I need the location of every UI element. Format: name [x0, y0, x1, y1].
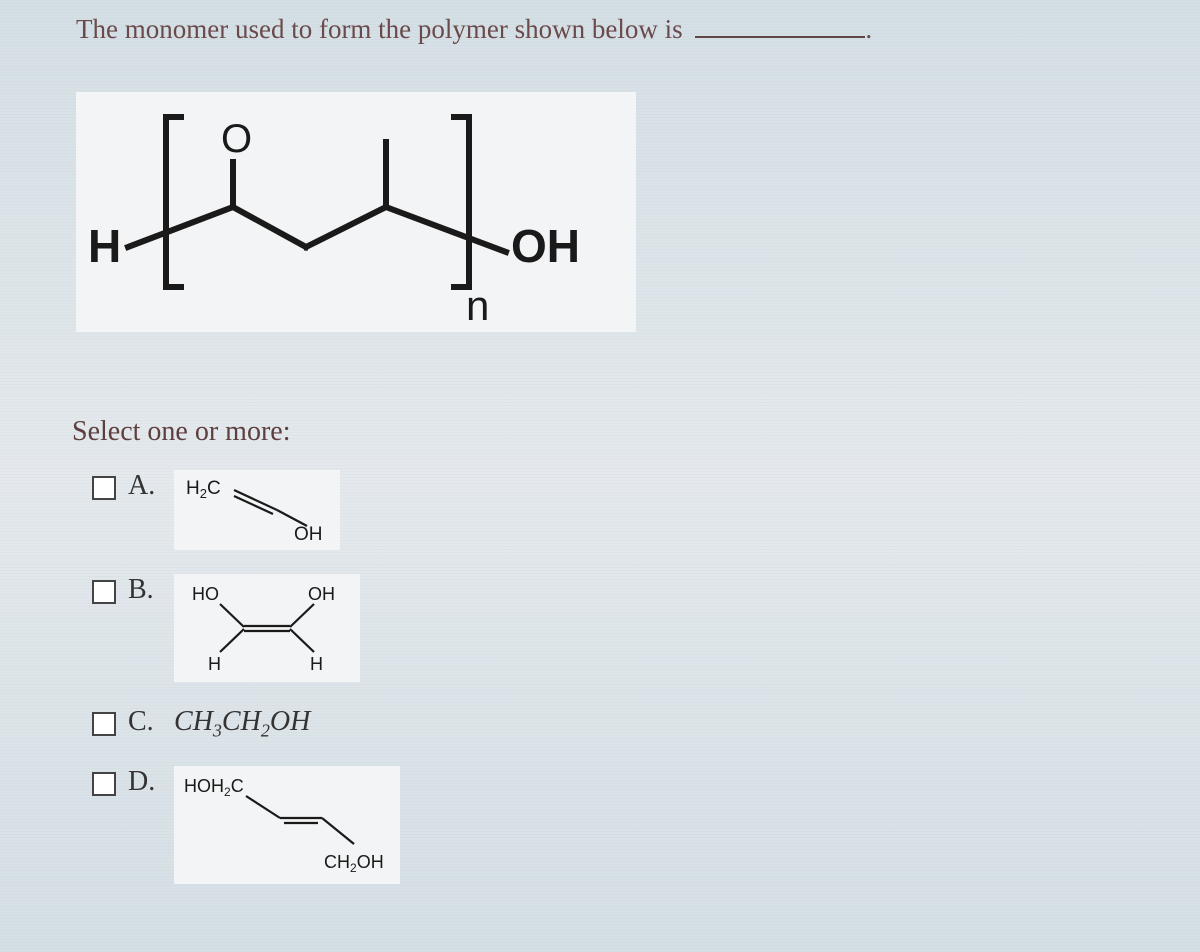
svg-text:H: H	[310, 654, 323, 674]
option-D[interactable]: D. HOH2C CH2OH	[92, 766, 400, 884]
svg-text:CH2OH: CH2OH	[324, 852, 384, 875]
option-C-label: C.	[128, 706, 162, 738]
option-A-structure: H2C OH	[174, 470, 340, 550]
checkbox-B[interactable]	[92, 580, 116, 604]
option-B-label: B.	[128, 574, 162, 606]
polymer-left-H: H	[88, 220, 121, 272]
svg-text:H: H	[208, 654, 221, 674]
polymer-subscript-n: n	[466, 282, 489, 329]
option-D-label: D.	[128, 766, 162, 798]
question-stem: The monomer used to form the polymer sho…	[76, 14, 683, 44]
option-A[interactable]: A. H2C OH	[92, 470, 400, 550]
option-A-label: A.	[128, 470, 162, 502]
svg-text:OH: OH	[308, 584, 335, 604]
question-text: The monomer used to form the polymer sho…	[76, 14, 872, 45]
select-prompt: Select one or more:	[72, 416, 290, 448]
option-C[interactable]: C. CH3CH2OH	[92, 706, 400, 742]
svg-text:HO: HO	[192, 584, 219, 604]
checkbox-C[interactable]	[92, 712, 116, 736]
svg-text:HOH2C: HOH2C	[184, 776, 244, 799]
checkbox-A[interactable]	[92, 476, 116, 500]
trailing-period: .	[865, 14, 872, 44]
option-B[interactable]: B. HO OH H	[92, 574, 400, 682]
answer-blank	[695, 36, 865, 38]
svg-text:OH: OH	[294, 524, 323, 545]
option-C-text: CH3CH2OH	[174, 706, 310, 742]
option-B-structure: HO OH H H	[174, 574, 360, 682]
polymer-O: O	[221, 117, 252, 161]
polymer-right-OH: OH	[511, 220, 580, 272]
polymer-structure: H O OH n	[76, 92, 636, 332]
option-D-structure: HOH2C CH2OH	[174, 766, 400, 884]
options-list: A. H2C OH B.	[92, 470, 400, 884]
checkbox-D[interactable]	[92, 772, 116, 796]
svg-text:H2C: H2C	[186, 478, 221, 501]
